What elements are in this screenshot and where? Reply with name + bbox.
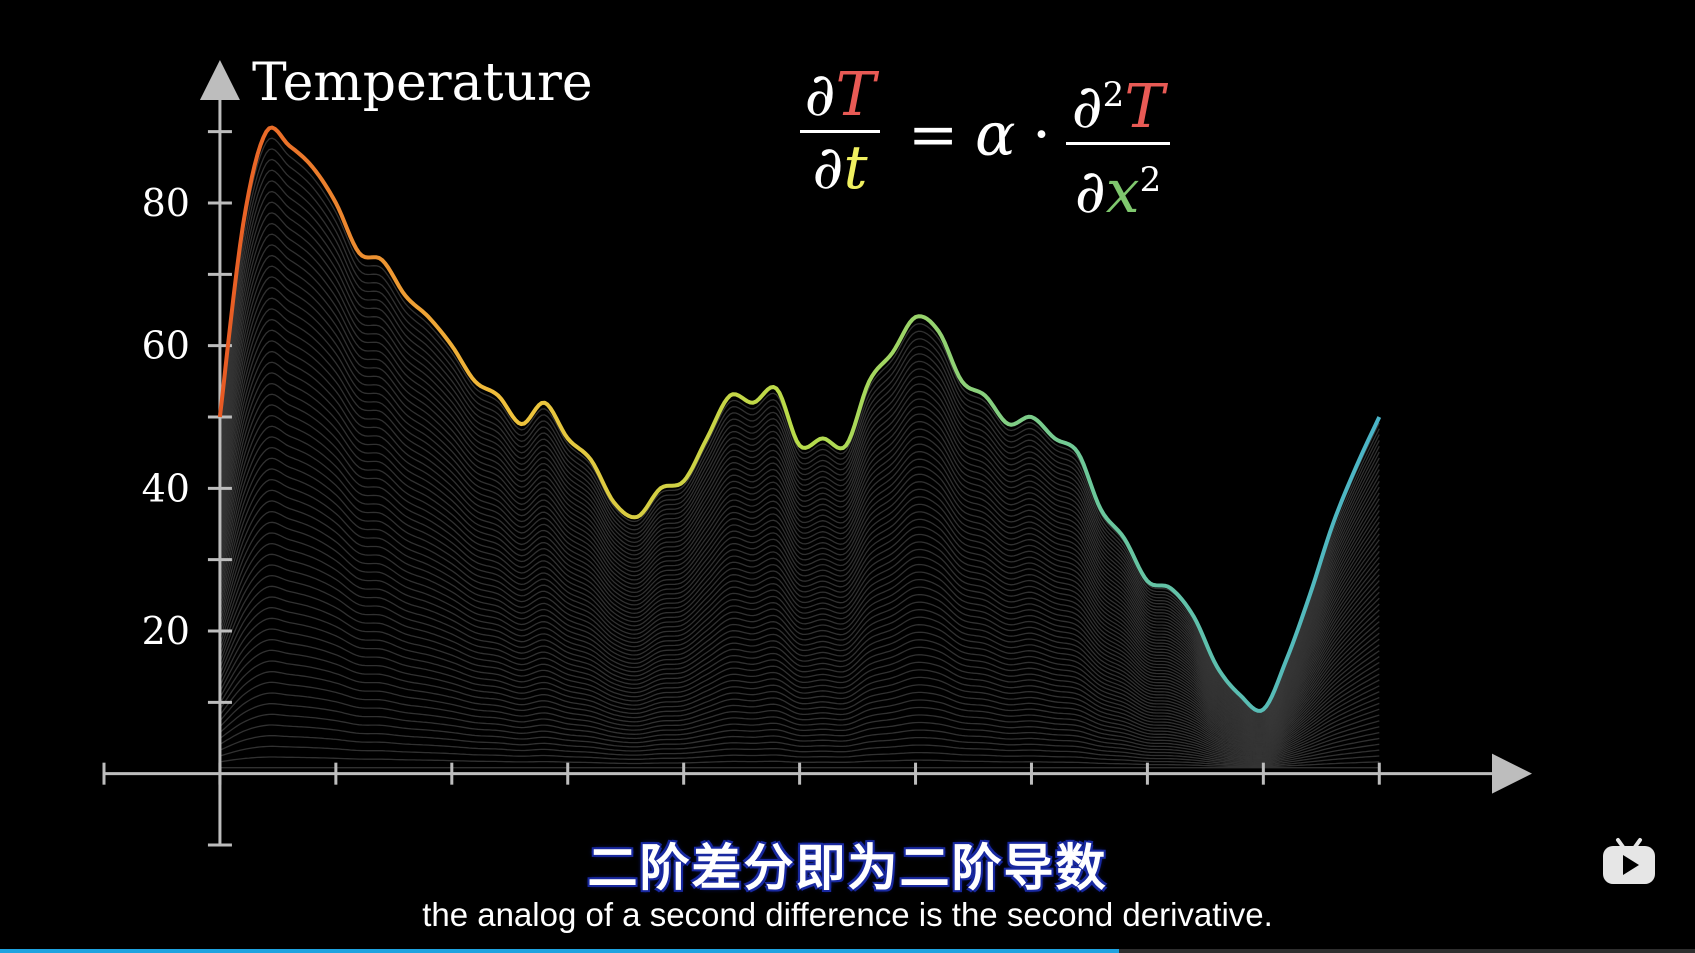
y-tick-label: 60: [142, 324, 190, 368]
history-curve: [219, 500, 1380, 745]
subtitle-chinese: 二阶差分即为二阶导数: [587, 839, 1108, 897]
history-curve: [219, 393, 1380, 736]
history-curve: [219, 585, 1380, 753]
history-curve: [219, 628, 1380, 757]
history-curve: [219, 169, 1380, 716]
history-curve: [219, 606, 1380, 755]
rhs-num-var: T: [1124, 72, 1165, 142]
y-tick-label: 40: [142, 466, 190, 510]
video-progress-fill: [0, 949, 1119, 953]
history-curve: [219, 436, 1380, 739]
rhs-num-partial: ∂: [1071, 72, 1103, 142]
history-curve: [219, 703, 1380, 763]
history-curve: [219, 670, 1380, 760]
alpha-coefficient: α: [975, 100, 1016, 170]
history-curve: [219, 617, 1380, 756]
history-curve: [219, 478, 1380, 743]
history-curve: [219, 553, 1380, 750]
equals-sign: =: [908, 100, 959, 170]
history-curve: [219, 735, 1380, 766]
rhs-den-partial: ∂: [1074, 157, 1106, 227]
lhs-num-var: T: [835, 60, 876, 130]
history-curve: [219, 361, 1380, 733]
axes: 20 40 60 80: [102, 60, 1532, 847]
history-curve: [219, 425, 1380, 739]
history-curve: [219, 446, 1380, 740]
history-curve: [219, 457, 1380, 741]
history-curve: [219, 532, 1380, 748]
history-curve: [219, 254, 1380, 723]
history-curve: [219, 542, 1380, 749]
current-temperature-line: [217, 125, 1382, 713]
lhs-num-partial: ∂: [804, 60, 836, 130]
history-curve: [219, 574, 1380, 752]
y-tick-label: 20: [142, 609, 190, 653]
history-curve: [219, 286, 1380, 726]
history-curve: [219, 649, 1380, 758]
history-curve: [219, 713, 1380, 764]
lhs-den-partial: ∂: [812, 133, 844, 203]
multiply-dot: ·: [1032, 100, 1052, 170]
y-tick-label: 80: [142, 181, 190, 225]
history-curve: [219, 596, 1380, 754]
history-curve: [219, 244, 1380, 722]
x-axis-arrow-icon: [1492, 753, 1532, 794]
history-curve: [219, 222, 1380, 721]
lhs-den-var: t: [843, 133, 868, 203]
y-axis-label: Temperature: [252, 53, 593, 113]
history-curve: [219, 329, 1380, 730]
y-axis-arrow-icon: [199, 60, 240, 100]
video-progress-bar[interactable]: [0, 949, 1695, 953]
history-curve: [219, 201, 1380, 719]
history-curve: [219, 468, 1380, 742]
history-curve: [219, 190, 1380, 718]
history-curve: [219, 510, 1380, 746]
history-curve: [219, 724, 1380, 765]
history-curve: [219, 382, 1380, 735]
rhs-num-exponent: 2: [1102, 75, 1125, 115]
history-curve: [219, 148, 1380, 714]
rhs-den-var: x: [1105, 157, 1140, 227]
history-curves: [219, 137, 1380, 769]
history-curve: [219, 265, 1380, 724]
history-curve: [219, 660, 1380, 759]
bilibili-tv-icon[interactable]: [1601, 836, 1657, 886]
subtitle-english: the analog of a second difference is the…: [422, 896, 1273, 933]
history-curve: [219, 276, 1380, 725]
history-curve: [219, 564, 1380, 751]
heat-equation: ∂T ∂t = α · ∂2T ∂x2: [800, 62, 1190, 225]
history-curve: [219, 158, 1380, 715]
history-curve: [219, 180, 1380, 717]
history-curve: [219, 297, 1380, 727]
history-curve: [219, 745, 1380, 767]
history-curve: [219, 681, 1380, 761]
history-curve: [219, 638, 1380, 757]
history-curve: [219, 414, 1380, 738]
history-curve: [219, 340, 1380, 731]
history-curve: [219, 350, 1380, 732]
history-curve: [219, 404, 1380, 737]
rhs-fraction: ∂2T ∂x2: [1066, 62, 1170, 225]
rhs-den-exponent: 2: [1139, 160, 1162, 200]
history-curve: [219, 521, 1380, 747]
history-curve: [219, 692, 1380, 762]
history-curve: [219, 308, 1380, 728]
history-curve: [219, 489, 1380, 744]
history-curve: [219, 212, 1380, 720]
history-curve: [219, 756, 1380, 768]
history-curve: [219, 372, 1380, 734]
history-curve: [219, 318, 1380, 729]
temperature-curve: [217, 125, 1382, 713]
lhs-fraction: ∂T ∂t: [800, 62, 880, 201]
history-curve: [219, 233, 1380, 721]
